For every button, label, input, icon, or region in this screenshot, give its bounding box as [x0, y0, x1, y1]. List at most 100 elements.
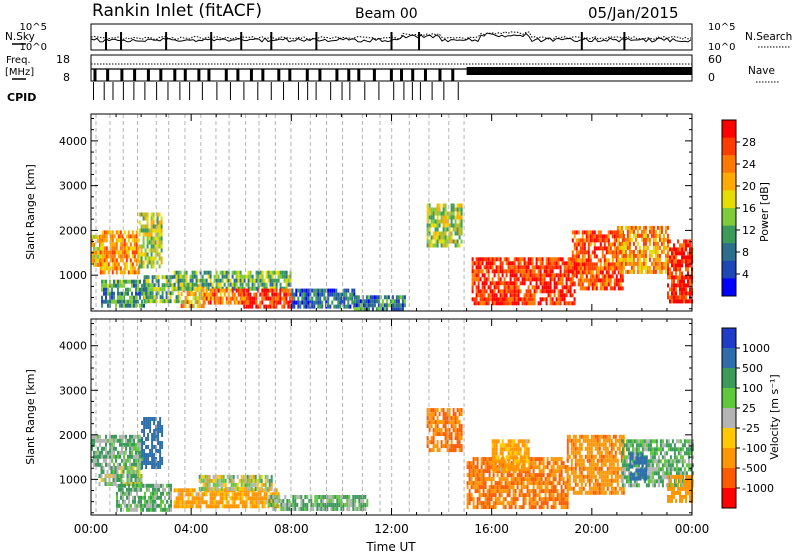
power-cell: [477, 293, 480, 298]
velocity-cell: [249, 496, 252, 501]
velocity-cell: [572, 470, 575, 475]
power-cell: [129, 299, 131, 304]
power-cell: [395, 299, 398, 304]
velocity-cell: [517, 463, 520, 468]
power-cell: [477, 285, 480, 290]
velocity-cell: [620, 450, 623, 455]
power-cell: [159, 287, 162, 292]
velocity-cell: [155, 449, 158, 453]
velocity-cell: [201, 492, 204, 497]
velocity-cell: [154, 491, 156, 496]
power-cell: [123, 295, 125, 300]
power-cell: [177, 291, 180, 296]
velocity-cell: [513, 451, 516, 456]
power-cell: [483, 277, 486, 282]
power-cell: [669, 255, 671, 260]
velocity-cell: [156, 483, 158, 488]
power-cell: [146, 216, 149, 221]
power-cell: [221, 288, 224, 293]
power-cell: [149, 283, 152, 288]
power-cell: [249, 300, 252, 305]
power-cell: [160, 232, 163, 237]
power-cell: [297, 288, 300, 293]
velocity-cell: [478, 493, 481, 498]
power-cell: [111, 242, 114, 247]
velocity-cell: [454, 428, 457, 433]
power-cell: [456, 211, 459, 216]
velocity-cell: [426, 420, 429, 425]
velocity-cell: [578, 466, 581, 471]
power-cell: [119, 295, 121, 300]
velocity-cell: [322, 499, 325, 503]
velocity-cell: [592, 462, 595, 467]
power-cell: [131, 238, 134, 243]
velocity-cell: [132, 487, 134, 492]
velocity-cell: [270, 495, 273, 499]
velocity-cell: [546, 485, 549, 490]
power-colorbar-swatch: [722, 208, 736, 227]
velocity-cell: [191, 492, 194, 497]
velocity-cell: [554, 497, 557, 502]
velocity-cell: [438, 428, 441, 433]
power-cell: [341, 292, 344, 297]
power-cell: [175, 295, 178, 300]
power-cell: [227, 292, 230, 297]
power-cell: [489, 293, 492, 298]
power-cell: [662, 233, 665, 238]
velocity-cell: [175, 496, 178, 501]
power-cell: [689, 299, 691, 304]
velocity-cell: [530, 497, 533, 502]
velocity-cell: [222, 482, 225, 487]
power-cell: [585, 278, 588, 283]
power-cell: [157, 279, 160, 284]
power-cell: [656, 233, 659, 238]
velocity-cell: [570, 470, 573, 475]
velocity-cell: [436, 432, 439, 437]
velocity-cell: [268, 503, 271, 507]
power-cell: [393, 307, 396, 312]
power-cell: [559, 277, 562, 282]
velocity-cell: [600, 490, 603, 495]
velocity-cell: [572, 438, 575, 443]
velocity-cell: [142, 483, 144, 488]
power-cell: [648, 229, 651, 234]
velocity-cell: [116, 470, 119, 474]
velocity-cell: [517, 447, 520, 452]
power-cell: [213, 274, 216, 279]
power-cell: [620, 261, 623, 266]
power-cell: [301, 288, 304, 293]
velocity-cell: [621, 467, 624, 472]
velocity-cell: [532, 485, 535, 490]
velocity-cell: [594, 486, 597, 491]
velocity-cell: [572, 486, 575, 491]
power-cell: [125, 287, 127, 292]
power-cell: [483, 293, 486, 298]
velocity-cell: [245, 500, 248, 505]
power-cell: [593, 246, 596, 251]
power-cell: [515, 285, 518, 290]
velocity-cell: [150, 495, 152, 500]
velocity-cell: [129, 462, 131, 467]
power-cell: [679, 247, 681, 252]
power-cell: [630, 229, 633, 234]
power-cell: [618, 265, 621, 270]
power-cell: [681, 283, 683, 288]
velocity-cell: [116, 478, 119, 482]
velocity-cell: [484, 465, 487, 470]
power-cell: [131, 303, 133, 308]
velocity-cell: [612, 490, 615, 495]
power-cell: [583, 270, 586, 275]
power-cell: [315, 296, 318, 301]
power-cell: [293, 300, 296, 305]
power-cell: [160, 240, 163, 245]
power-cell: [138, 228, 141, 233]
velocity-cell: [230, 486, 233, 491]
velocity-cell: [236, 474, 239, 479]
power-cell: [473, 269, 476, 274]
velocity-cell: [604, 458, 607, 463]
power-cell: [626, 245, 629, 250]
power-cell: [125, 262, 128, 267]
velocity-cell: [107, 450, 109, 455]
power-cell: [607, 270, 610, 275]
power-cell: [428, 211, 431, 216]
